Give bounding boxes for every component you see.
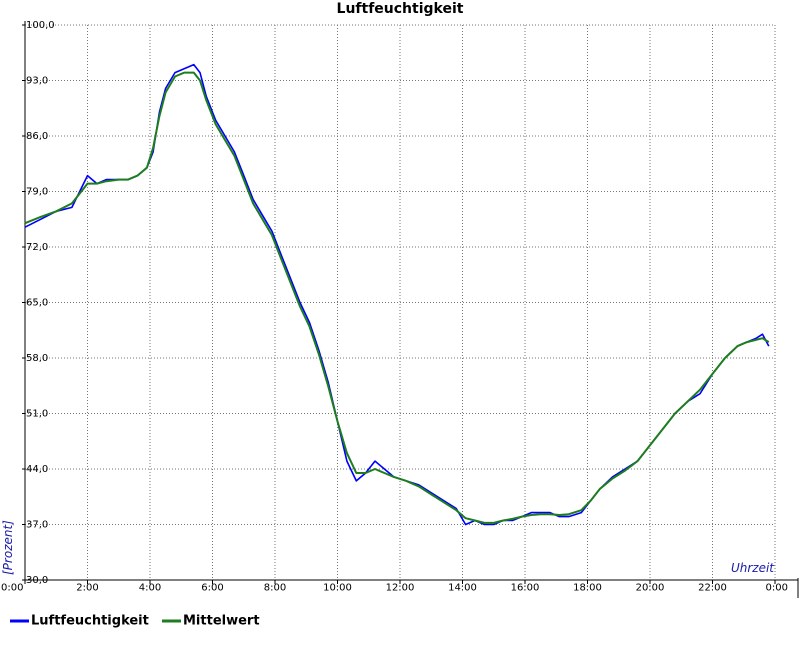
legend-label: Luftfeuchtigkeit — [31, 614, 149, 629]
y-tick-label: 65,0 — [26, 298, 48, 309]
y-tick-label: 51,0 — [26, 409, 48, 420]
y-tick-label: 93,0 — [26, 76, 48, 87]
x-tick-label: 6:00 — [201, 582, 223, 593]
y-axis-ticks: 30,0 37,0 44,0 51,0 58,0 65,0 72,0 79,0 86,0 93,0… — [26, 20, 55, 586]
x-tick-label: 20:00 — [636, 582, 665, 593]
y-axis-label: [Prozent] — [1, 520, 15, 575]
axes — [22, 21, 799, 598]
x-tick-label: 8:00 — [264, 582, 286, 593]
x-tick-label: 2:00 — [76, 582, 98, 593]
x-tick-label: 18:00 — [573, 582, 602, 593]
chart-title: Luftfeuchtigkeit — [337, 1, 464, 17]
x-tick-label: 0:00 — [1, 582, 23, 593]
x-tick-label: 22:00 — [698, 582, 727, 593]
y-tick-label: 100,0 — [26, 20, 55, 31]
y-tick-label: 30,0 — [26, 575, 48, 586]
y-tick-label: 37,0 — [26, 520, 48, 531]
legend: Luftfeuchtigkeit Mittelwert — [10, 614, 260, 629]
x-tick-label: 14:00 — [448, 582, 477, 593]
y-tick-label: 58,0 — [26, 353, 48, 364]
y-tick-label: 72,0 — [26, 242, 48, 253]
grid — [25, 24, 776, 580]
series-luftfeuchtigkeit-line — [24, 63, 770, 526]
series-mittelwert-line — [24, 71, 770, 524]
series-lines — [24, 63, 770, 526]
legend-label: Mittelwert — [183, 614, 260, 629]
x-tick-label: 0:00 — [766, 582, 788, 593]
x-axis-label: Uhrzeit — [731, 561, 775, 575]
x-axis-ticks: 0:00 2:00 4:00 6:00 8:00 10:00 12:00 14:00 16:00… — [1, 582, 788, 593]
x-tick-label: 16:00 — [511, 582, 540, 593]
x-tick-label: 10:00 — [323, 582, 352, 593]
y-tick-label: 44,0 — [26, 464, 48, 475]
x-tick-label: 12:00 — [386, 582, 415, 593]
y-tick-label: 86,0 — [26, 131, 48, 142]
x-tick-label: 4:00 — [139, 582, 161, 593]
y-tick-label: 79,0 — [26, 187, 48, 198]
